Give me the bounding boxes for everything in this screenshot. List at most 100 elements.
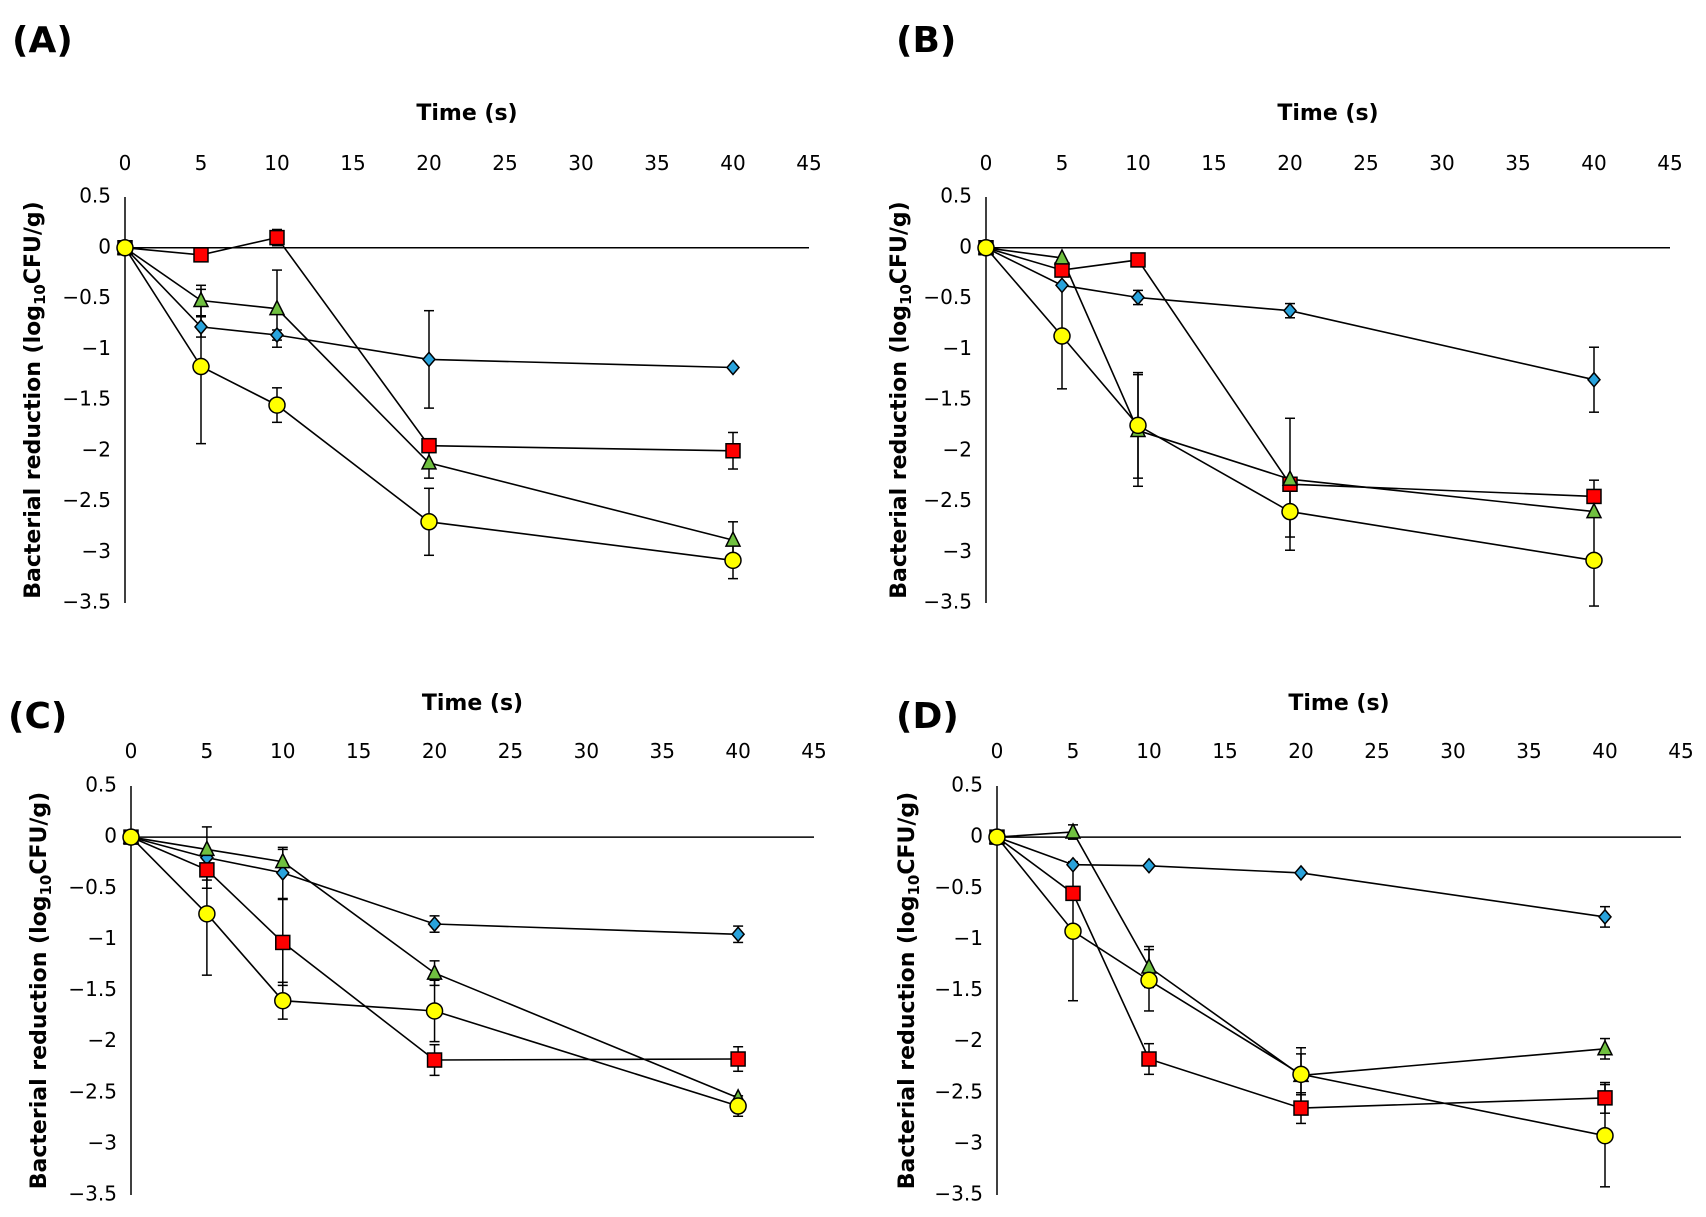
y-tick-label: −3.5 <box>934 1182 983 1206</box>
data-point-square <box>275 934 291 951</box>
x-tick-label: 10 <box>270 739 295 763</box>
data-point-diamond <box>1131 289 1145 306</box>
data-point-circle <box>274 991 292 1010</box>
y-tick-label: 0 <box>970 824 983 848</box>
y-tick-label: −0.5 <box>934 875 983 899</box>
data-point-diamond <box>422 351 436 368</box>
x-tick-label: 45 <box>796 151 821 175</box>
y-tick-label: −3.5 <box>62 590 111 614</box>
y-tick-label: 0.5 <box>79 184 111 208</box>
x-tick-label: 5 <box>195 151 208 175</box>
x-tick-label: 15 <box>346 739 371 763</box>
y-tick-label: −2 <box>88 1028 117 1052</box>
data-point-circle <box>1292 1065 1310 1084</box>
y-tick-label: −3 <box>954 1130 983 1154</box>
data-point-square <box>1141 1051 1157 1067</box>
data-point-diamond <box>1142 857 1156 874</box>
data-point-circle <box>420 513 438 531</box>
data-point-triangle <box>426 963 443 980</box>
data-point-circle <box>268 396 286 414</box>
data-point-diamond <box>270 326 284 344</box>
data-point-circle <box>425 1002 444 1020</box>
x-axis-title: Time (s) <box>1277 101 1378 126</box>
y-tick-label: −1.5 <box>923 387 972 411</box>
data-point-circle <box>116 239 134 257</box>
data-point-diamond <box>726 359 740 376</box>
panel-letter: (A) <box>12 20 73 61</box>
x-tick-label: 10 <box>1136 739 1161 763</box>
y-tick-label: −0.5 <box>923 285 972 309</box>
x-tick-label: 0 <box>125 739 138 763</box>
data-point-square <box>1597 1090 1613 1106</box>
data-point-circle <box>1585 551 1603 570</box>
y-axis-title: Bacterial reduction (log10CFU/g) <box>27 792 55 1189</box>
x-axis-title: Time (s) <box>416 101 517 126</box>
data-point-circle <box>1129 416 1147 435</box>
y-tick-label: −1 <box>954 926 983 950</box>
y-axis-title: Bacterial reduction (log10CFU/g) <box>21 201 49 598</box>
data-point-diamond <box>194 318 208 336</box>
data-point-circle <box>729 1097 747 1115</box>
x-tick-label: 35 <box>649 739 674 763</box>
y-tick-label: −3.5 <box>68 1182 117 1206</box>
data-point-diamond <box>1066 856 1080 873</box>
panel-letter: (B) <box>896 20 956 61</box>
x-tick-label: 15 <box>1201 151 1226 175</box>
data-point-square <box>426 1052 443 1068</box>
data-point-square <box>199 862 215 878</box>
data-point-diamond <box>1055 277 1069 294</box>
x-tick-label: 10 <box>1125 151 1150 175</box>
x-tick-label: 0 <box>991 739 1004 763</box>
data-point-triangle <box>420 453 438 470</box>
x-tick-label: 15 <box>1212 739 1237 763</box>
x-tick-label: 5 <box>201 739 214 763</box>
x-tick-label: 20 <box>1288 739 1313 763</box>
x-tick-label: 10 <box>264 151 289 175</box>
x-tick-label: 35 <box>644 151 669 175</box>
y-tick-label: 0 <box>98 234 111 258</box>
data-point-square <box>730 1051 746 1067</box>
y-tick-label: −1 <box>82 336 111 360</box>
data-point-diamond <box>1294 864 1308 882</box>
x-tick-label: 30 <box>574 739 599 763</box>
y-tick-label: 0 <box>104 824 117 848</box>
x-tick-label: 0 <box>980 151 993 175</box>
y-tick-label: −0.5 <box>62 285 111 309</box>
chart-panel-3: (C) Time (s) Bacterial reduction (log10CFU… <box>8 691 827 1206</box>
x-tick-label: 40 <box>720 151 745 175</box>
y-tick-label: −3 <box>88 1130 117 1154</box>
chart-panel-2: (B) Time (s) Bacterial reduction (log10CFU… <box>887 20 1683 614</box>
data-point-circle <box>1053 327 1071 345</box>
data-point-diamond <box>275 864 290 882</box>
x-tick-label: 40 <box>1592 739 1617 763</box>
x-tick-label: 15 <box>340 151 365 175</box>
data-point-diamond <box>1587 371 1601 388</box>
y-tick-label: −2.5 <box>68 1079 117 1103</box>
x-tick-label: 20 <box>422 739 447 763</box>
x-tick-label: 20 <box>1277 151 1302 175</box>
y-axis-title: Bacterial reduction (log10CFU/g) <box>895 792 923 1189</box>
y-tick-label: 0.5 <box>85 773 117 797</box>
x-tick-label: 25 <box>492 151 517 175</box>
data-point-diamond <box>427 915 442 933</box>
x-tick-label: 30 <box>1440 739 1465 763</box>
x-tick-label: 25 <box>1364 739 1389 763</box>
data-point-square <box>421 437 437 454</box>
data-point-circle <box>988 828 1006 846</box>
x-tick-label: 5 <box>1067 739 1080 763</box>
x-tick-label: 40 <box>725 739 750 763</box>
chart-panel-1: (A) Time (s) Bacterial reduction (log10CFU… <box>12 20 822 614</box>
chart-panel-4: (D) Time (s) Bacterial reduction (log10CFU… <box>895 691 1694 1206</box>
data-point-triangle <box>198 839 216 857</box>
x-tick-label: 40 <box>1581 151 1606 175</box>
data-point-triangle <box>1140 957 1158 974</box>
y-axis-title: Bacterial reduction (log10CFU/g) <box>887 201 915 598</box>
y-tick-label: −2 <box>82 437 111 461</box>
x-tick-label: 45 <box>801 739 826 763</box>
y-tick-label: −0.5 <box>68 875 117 899</box>
data-point-square <box>1054 262 1070 278</box>
x-tick-label: 30 <box>1429 151 1454 175</box>
data-point-square <box>725 443 741 459</box>
y-tick-label: −3.5 <box>923 590 972 614</box>
data-point-square <box>269 229 285 246</box>
